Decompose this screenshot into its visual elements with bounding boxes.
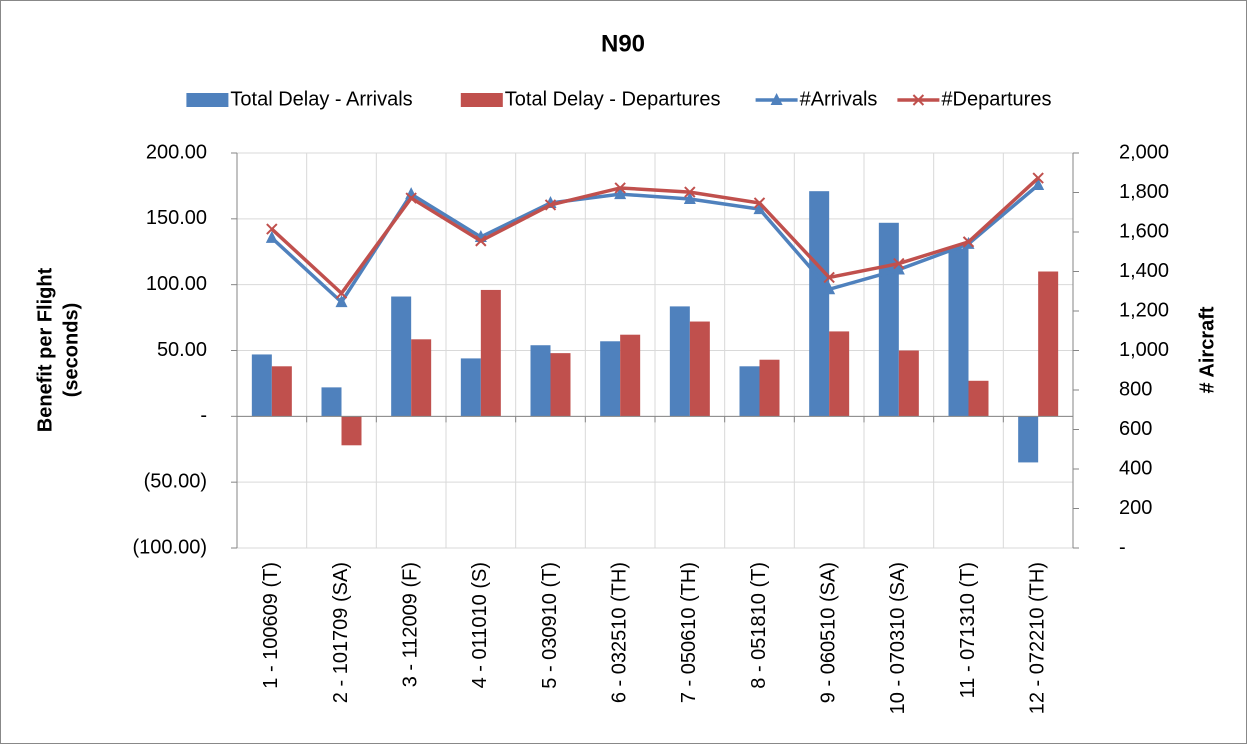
marker [753,197,766,209]
y-axis-title: (seconds) [60,303,82,397]
bar [620,334,641,417]
marker [614,187,627,200]
marker [266,223,278,235]
bar [669,306,690,417]
bar [460,358,481,417]
bar [689,321,710,417]
x-tick-label: 10 - 070310 (SA) [887,562,909,714]
y2-tick-label: 1,200 [1119,299,1169,321]
bar [271,366,292,417]
x-tick-label: 8 - 051810 (T) [748,562,770,689]
y2-tick-label: 1,600 [1119,220,1169,242]
marker [265,230,278,243]
x-tick-label: 11 - 071310 (T) [957,562,979,698]
x-tick-label: 7 - 050610 (TH) [678,562,700,703]
y-tick-label: 100.00 [146,273,207,295]
x-tick-label: 9 - 060510 (SA) [817,562,839,703]
y2-tick-label: 400 [1119,457,1152,479]
marker [823,271,835,284]
bar [391,296,412,417]
y-tick-label: 50.00 [157,339,207,361]
x-tick-label: 3 - 112009 (F) [399,562,421,687]
marker [823,282,836,295]
y2-axis-title: # Aircraft [1196,306,1218,393]
y2-tick-label: - [1119,536,1126,558]
marker [962,236,975,248]
y-tick-label: - [200,405,207,427]
bar [878,222,899,417]
marker [544,199,557,211]
y2-tick-label: 2,000 [1119,141,1169,163]
bar [600,341,621,417]
marker [475,235,487,247]
bar [1018,416,1039,463]
y2-tick-label: 800 [1119,378,1152,400]
bar [759,359,780,417]
bar [829,331,850,417]
bar [480,289,501,417]
y-tick-label: (50.00) [144,470,207,492]
bar [968,380,989,417]
x-tick-label: 6 - 032510 (TH) [608,562,630,703]
marker [893,257,905,270]
marker [683,192,696,205]
y-tick-label: (100.00) [133,536,208,558]
bar [321,387,342,417]
marker [1032,177,1045,190]
marker [753,202,766,215]
y2-tick-label: 1,000 [1119,339,1169,361]
bar [948,248,969,417]
marker [1032,172,1044,184]
bar [739,366,760,417]
bar [809,191,830,417]
y-axis-title: Benefit per Flight [34,267,56,432]
y-tick-label: 150.00 [146,207,207,229]
legend-label: #Departures [941,88,1051,110]
chart-title: N90 [601,30,645,57]
marker [684,186,696,198]
y2-tick-label: 600 [1119,418,1152,440]
bar [411,339,432,417]
x-tick-label: 2 - 101709 (SA) [330,562,352,703]
marker [614,182,626,194]
y2-tick-label: 1,400 [1119,260,1169,282]
line [270,176,1040,296]
marker [912,94,925,106]
marker [405,192,417,204]
x-tick-label: 1 - 100609 (T) [260,562,282,689]
bar [251,354,272,417]
marker [892,262,905,275]
bar [1038,271,1059,417]
legend-label: Total Delay - Arrivals [230,88,412,110]
legend-swatch [460,93,503,107]
x-tick-label: 5 - 030910 (T) [539,562,561,689]
x-tick-label: 12 - 072210 (TH) [1026,562,1048,714]
y-tick-label: 200.00 [146,141,207,163]
bar [550,353,571,417]
marker [335,295,348,308]
marker [335,287,348,299]
legend-label: Total Delay - Departures [505,88,721,110]
legend-swatch [186,93,229,107]
bar [530,345,551,417]
bar [898,350,919,417]
x-tick-label: 4 - 011010 (S) [469,562,491,688]
marker [770,93,783,105]
bar [341,416,362,446]
y2-tick-label: 1,800 [1119,181,1169,203]
y2-tick-label: 200 [1119,497,1152,519]
legend-label: #Arrivals [800,88,878,110]
